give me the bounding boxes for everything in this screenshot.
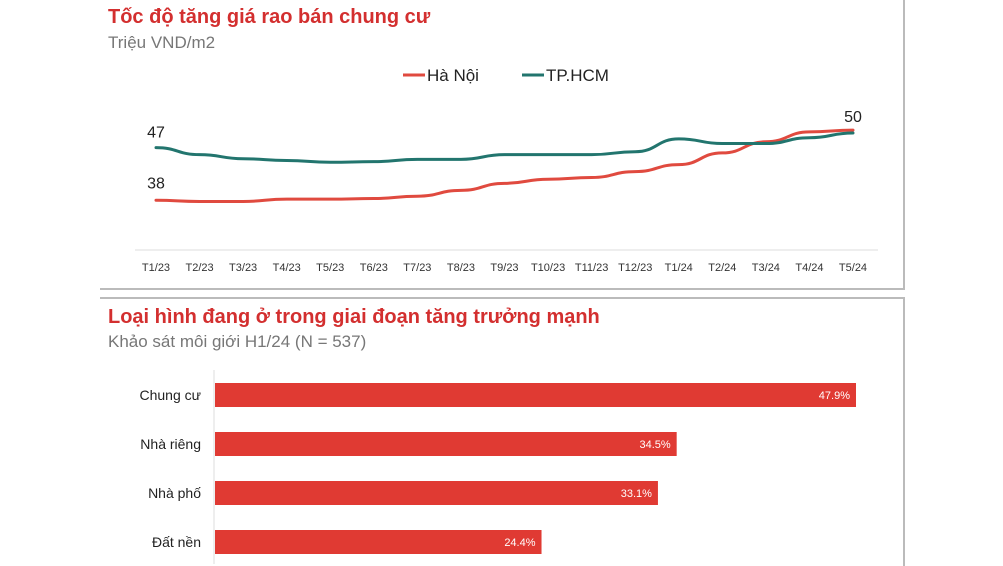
value-label: 34.5% — [639, 439, 670, 451]
category-label: Nhà phố — [148, 485, 201, 501]
x-tick-label: T2/24 — [708, 262, 736, 274]
x-tick-label: T2/23 — [185, 262, 213, 274]
x-tick-label: T7/23 — [403, 262, 431, 274]
x-tick-label: T10/23 — [531, 262, 565, 274]
value-label: 33.1% — [621, 488, 652, 500]
x-tick-label: T8/23 — [447, 262, 475, 274]
data-label: 47 — [147, 125, 165, 142]
value-label: 47.9% — [819, 390, 850, 402]
value-label: 24.4% — [504, 537, 535, 549]
x-tick-label: T1/24 — [665, 262, 693, 274]
bar — [215, 530, 542, 554]
x-tick-label: T6/23 — [360, 262, 388, 274]
bar — [215, 432, 677, 456]
x-tick-label: T4/23 — [273, 262, 301, 274]
x-tick-label: T5/24 — [839, 262, 867, 274]
x-tick-label: T9/23 — [490, 262, 518, 274]
x-tick-label: T3/24 — [752, 262, 780, 274]
series-line-hanoi — [156, 130, 853, 201]
x-tick-label: T3/23 — [229, 262, 257, 274]
legend-label: Hà Nội — [427, 66, 479, 85]
data-label: 38 — [147, 175, 165, 192]
x-tick-label: T5/23 — [316, 262, 344, 274]
category-label: Chung cư — [139, 387, 201, 403]
x-tick-label: T4/24 — [795, 262, 823, 274]
x-tick-label: T1/23 — [142, 262, 170, 274]
bar — [215, 383, 856, 407]
bar — [215, 481, 658, 505]
x-tick-label: T11/23 — [575, 262, 608, 274]
category-label: Đất nền — [152, 534, 201, 550]
category-label: Nhà riêng — [140, 436, 201, 452]
data-label: 50 — [844, 109, 862, 126]
x-tick-label: T12/23 — [618, 262, 652, 274]
series-line-tphcm — [156, 133, 853, 162]
legend-label: TP.HCM — [546, 66, 609, 85]
